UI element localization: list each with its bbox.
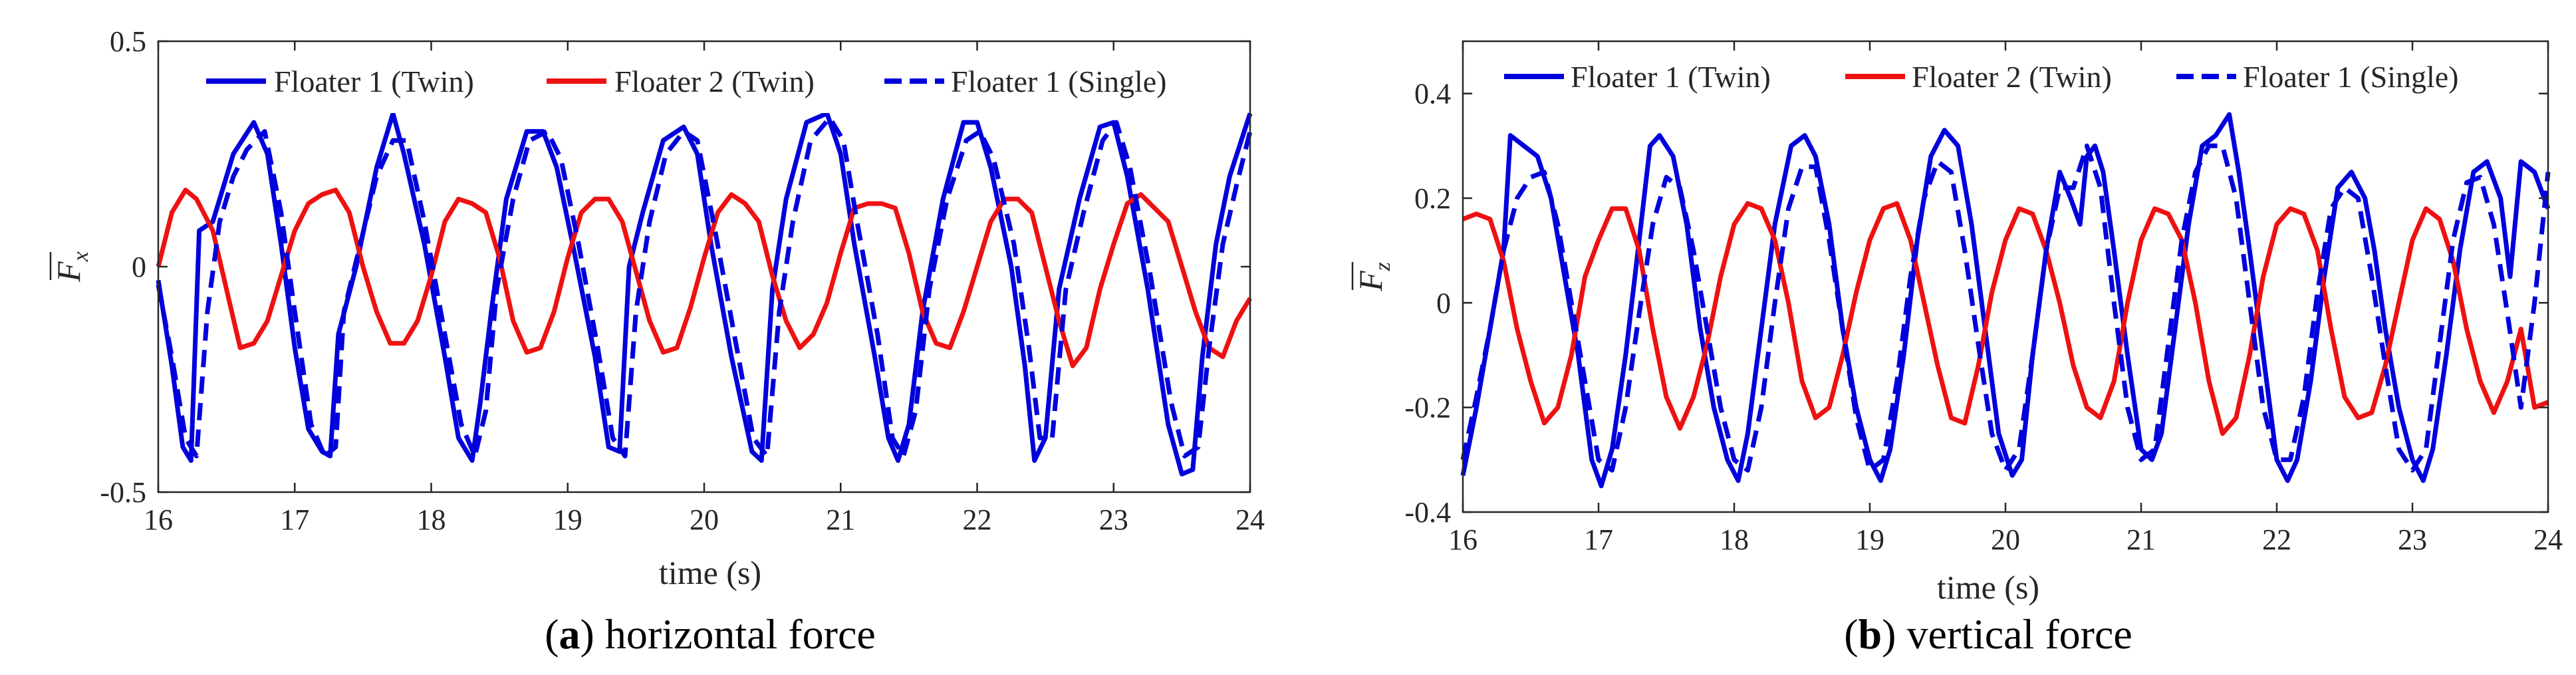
y-tick-label: 0.4 xyxy=(1414,78,1451,110)
x-tick-label: 20 xyxy=(1991,523,2020,556)
x-tick-label: 23 xyxy=(2398,523,2427,556)
x-tick-label: 17 xyxy=(280,503,309,536)
x-tick-label: 22 xyxy=(2262,523,2291,556)
x-tick-label: 23 xyxy=(1099,503,1128,536)
x-tick-label: 19 xyxy=(1855,523,1884,556)
y-tick-label: 0 xyxy=(132,251,146,283)
y-tick-label: 0.5 xyxy=(110,25,146,58)
x-tick-label: 18 xyxy=(1720,523,1749,556)
legend: Floater 1 (Twin) Floater 2 (Twin) Floate… xyxy=(199,53,1210,113)
series-line-floater-2-twin xyxy=(156,188,1252,368)
caption-letter: b xyxy=(1859,610,1882,658)
y-tick-label: -0.2 xyxy=(1404,392,1451,424)
x-axis-label: time (s) xyxy=(1937,569,2039,606)
y-axis-subscript: z xyxy=(1370,262,1395,271)
y-tick-label: 0.2 xyxy=(1414,182,1451,215)
y-tick-label: -0.4 xyxy=(1404,496,1451,529)
caption-b: (b) vertical force xyxy=(1844,610,2132,658)
y-axis-label: Fz xyxy=(1352,262,1395,292)
x-tick-label: 24 xyxy=(2533,523,2563,556)
legend-background xyxy=(199,53,1210,113)
x-tick-label: 17 xyxy=(1584,523,1613,556)
x-tick-label: 16 xyxy=(1448,523,1478,556)
legend-floater2-twin: Floater 2 (Twin) xyxy=(1912,60,2112,94)
series-line-floater-1-single xyxy=(156,115,1253,459)
x-tick-label: 24 xyxy=(1235,503,1265,536)
panel-a-horizontal-force: Fx 16 17 18 19 20 21 22 23 24 -0.5 0 0.5 Floater 1 … xyxy=(49,25,1265,658)
y-axis-label: Fx xyxy=(50,251,93,283)
x-axis-label: time (s) xyxy=(659,554,761,591)
x-tick-label: 20 xyxy=(690,503,719,536)
y-axis-subscript: x xyxy=(68,251,93,262)
series-line-floater-1-twin xyxy=(1460,112,2551,489)
caption-letter: a xyxy=(559,610,580,658)
panel-b-vertical-force: Fz 16 17 18 19 20 21 22 23 24 -0.4 -0.2 0 0.2 0.4 Flo… xyxy=(1351,40,2563,658)
x-tick-label: 19 xyxy=(553,503,582,536)
legend-floater2-twin: Floater 2 (Twin) xyxy=(614,65,815,98)
plot-area: 16 17 18 19 20 21 22 23 24 -0.4 -0.2 0 0.2 0.4 xyxy=(1404,40,2563,556)
legend-floater1-single: Floater 1 (Single) xyxy=(2243,60,2459,94)
y-axis-symbol: F xyxy=(1352,271,1389,292)
y-axis-symbol: F xyxy=(50,261,87,283)
legend-floater1-twin: Floater 1 (Twin) xyxy=(1571,60,1771,94)
x-tick-label: 22 xyxy=(963,503,992,536)
legend-floater1-twin: Floater 1 (Twin) xyxy=(274,65,474,98)
y-tick-label: 0 xyxy=(1436,287,1451,319)
legend: Floater 1 (Twin) Floater 2 (Twin) Floate… xyxy=(1496,53,2513,106)
x-tick-label: 16 xyxy=(144,503,173,536)
axes-frame xyxy=(1462,40,2549,513)
caption-text: horizontal force xyxy=(605,610,876,658)
series-line-floater-1-single xyxy=(1460,143,2551,473)
caption-a: (a) horizontal force xyxy=(545,610,876,658)
y-tick-label: -0.5 xyxy=(100,476,146,509)
x-tick-label: 18 xyxy=(417,503,446,536)
x-tick-label: 21 xyxy=(2126,523,2156,556)
plot-area: 16 17 18 19 20 21 22 23 24 -0.5 0 0.5 xyxy=(100,25,1265,536)
x-tick-label: 21 xyxy=(826,503,855,536)
caption-text: vertical force xyxy=(1906,610,2132,658)
legend-background xyxy=(1496,53,2513,106)
legend-floater1-single: Floater 1 (Single) xyxy=(951,65,1167,98)
